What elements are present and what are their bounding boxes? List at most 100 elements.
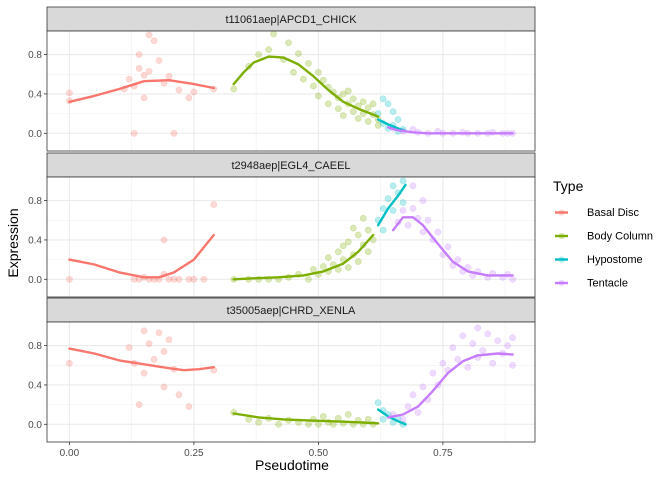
data-point — [230, 85, 238, 93]
data-point — [474, 324, 482, 332]
data-point — [265, 46, 272, 54]
data-point — [155, 329, 163, 337]
data-point — [190, 275, 198, 283]
data-point — [404, 403, 412, 410]
data-point — [255, 418, 262, 426]
data-point — [320, 263, 327, 270]
data-point — [275, 420, 282, 428]
legend-label: Body Column — [587, 231, 653, 243]
data-point — [334, 248, 342, 256]
data-point — [509, 361, 516, 369]
y-tick-label: 0.4 — [28, 89, 42, 100]
data-point — [379, 95, 387, 103]
data-point — [429, 369, 437, 377]
data-point — [160, 383, 168, 391]
legend-title: Type — [553, 178, 584, 194]
data-point — [285, 39, 292, 47]
data-point — [384, 195, 392, 202]
data-point — [399, 199, 407, 206]
x-tick-label: 0.25 — [184, 448, 204, 459]
data-point — [170, 129, 178, 137]
data-point — [210, 201, 218, 208]
data-point — [364, 104, 372, 112]
x-tick-label: 0.00 — [60, 448, 80, 459]
data-point — [170, 275, 178, 283]
x-tick-label: 0.75 — [433, 448, 453, 459]
data-point — [399, 177, 407, 185]
y-tick-label: 0.0 — [28, 275, 42, 286]
data-point — [150, 37, 158, 45]
data-point — [66, 359, 73, 367]
data-point — [389, 207, 397, 214]
data-point — [449, 344, 457, 351]
data-point — [414, 409, 422, 416]
data-point — [310, 266, 317, 273]
facet-panels: t11061aep|APCD1_CHICK0.00.40.8t2948aep|E… — [28, 6, 536, 443]
data-point — [509, 275, 516, 283]
data-point — [324, 100, 332, 108]
legend-item: Hypostome — [553, 251, 643, 268]
data-point — [324, 254, 332, 262]
data-point — [175, 275, 183, 283]
data-point — [190, 88, 198, 96]
data-point — [165, 336, 173, 344]
data-point — [334, 105, 342, 113]
facet-panel: t2948aep|EGL4_CAEEL 0.0 0.4 0.8 — [28, 152, 536, 298]
data-point — [339, 112, 347, 119]
data-point — [305, 275, 312, 283]
data-point — [344, 87, 352, 95]
data-point — [339, 90, 347, 98]
data-point — [419, 197, 427, 204]
data-point — [349, 95, 357, 103]
data-point — [419, 383, 427, 391]
smooth-line — [68, 78, 216, 104]
data-point — [454, 356, 462, 363]
data-point — [135, 65, 143, 72]
data-point — [200, 275, 208, 283]
y-tick-label: 0.4 — [28, 235, 42, 246]
panel-background — [47, 322, 535, 442]
data-point — [454, 256, 462, 263]
data-point — [374, 122, 382, 129]
data-point — [175, 86, 183, 94]
smooth-line — [376, 408, 407, 426]
data-point — [359, 214, 367, 222]
data-point — [320, 76, 327, 84]
data-point — [185, 275, 193, 283]
data-point — [300, 75, 307, 83]
y-tick-label: 0.8 — [28, 50, 42, 61]
data-point — [125, 75, 133, 83]
y-tick-label: 0.0 — [28, 420, 42, 431]
legend-label: Tentacle — [587, 278, 628, 290]
facet-strip-label: t2948aep|EGL4_CAEEL — [231, 160, 350, 172]
data-point — [140, 94, 148, 102]
data-point — [344, 411, 352, 418]
data-point — [399, 207, 407, 214]
smooth-line — [386, 126, 514, 135]
panel-border — [46, 321, 536, 443]
smooth-line — [232, 412, 380, 425]
smooth-line — [232, 233, 375, 281]
data-point — [295, 50, 302, 57]
data-point — [320, 413, 327, 420]
facet-strip — [46, 152, 536, 178]
smooth-line — [68, 347, 216, 372]
data-point — [364, 118, 372, 125]
data-point — [489, 359, 497, 367]
data-point — [404, 221, 412, 229]
data-point — [354, 231, 362, 239]
data-point — [270, 30, 277, 38]
data-point — [125, 344, 133, 351]
x-axis: 0.00 0.25 0.50 0.75 — [60, 442, 453, 459]
data-point — [459, 332, 467, 340]
legend-item: Body Column — [553, 227, 653, 245]
data-point — [175, 391, 183, 399]
data-point — [349, 108, 357, 116]
data-point — [349, 224, 357, 232]
data-point — [394, 116, 402, 123]
facet-strip — [46, 6, 536, 32]
data-point — [135, 51, 143, 58]
data-point — [140, 369, 148, 377]
data-point — [135, 401, 143, 408]
